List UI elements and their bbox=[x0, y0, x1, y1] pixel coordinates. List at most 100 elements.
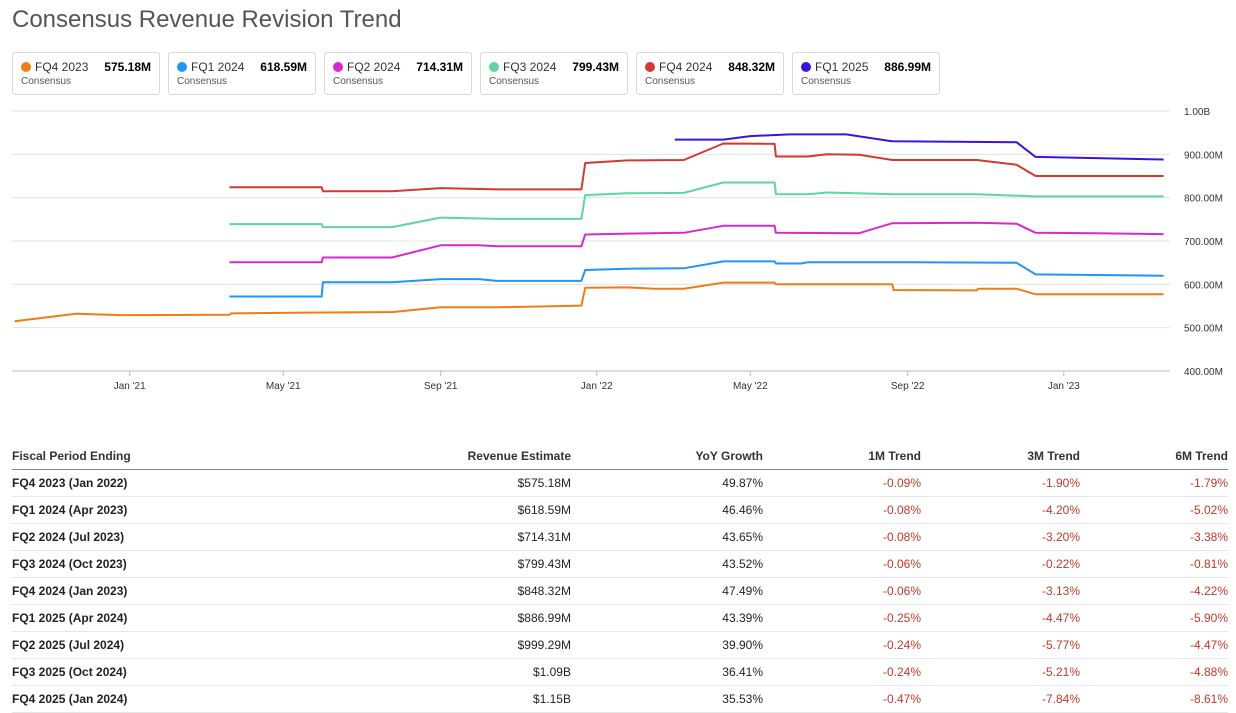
chart-title: Consensus Revenue Revision Trend bbox=[12, 6, 402, 33]
cell-period: FQ4 2024 (Jan 2023) bbox=[12, 584, 128, 598]
card-name: FQ1 2024 bbox=[191, 60, 245, 74]
header-1m-trend[interactable]: 1M Trend bbox=[868, 449, 921, 463]
series-dot-icon bbox=[333, 62, 343, 72]
cell-1m: -0.08% bbox=[882, 530, 921, 544]
cell-3m: -1.90% bbox=[1041, 476, 1080, 490]
cell-estimate: $1.09B bbox=[532, 665, 571, 679]
legend-card-fq2-2024[interactable]: FQ2 2024 714.31M Consensus bbox=[324, 52, 472, 95]
cell-estimate: $999.29M bbox=[517, 638, 571, 652]
card-name: FQ3 2024 bbox=[503, 60, 557, 74]
cell-period: FQ2 2025 (Jul 2024) bbox=[12, 638, 125, 652]
cell-yoy: 47.49% bbox=[722, 584, 763, 598]
y-tick-label: 500.00M bbox=[1184, 324, 1223, 335]
cell-6m: -3.38% bbox=[1189, 530, 1228, 544]
cell-1m: -0.08% bbox=[882, 503, 921, 517]
card-value: 799.43M bbox=[572, 60, 619, 74]
cell-3m: -0.22% bbox=[1041, 557, 1080, 571]
cell-3m: -4.20% bbox=[1041, 503, 1080, 517]
x-tick-label: Sep '21 bbox=[424, 381, 458, 392]
x-tick-label: May '22 bbox=[733, 381, 768, 392]
y-tick-label: 400.00M bbox=[1184, 367, 1223, 378]
cell-yoy: 49.87% bbox=[722, 476, 763, 490]
series-line-fq3-2024 bbox=[229, 181, 1164, 229]
cell-yoy: 39.90% bbox=[722, 638, 763, 652]
table-row: FQ4 2023 (Jan 2022) $575.18M 49.87% -0.0… bbox=[12, 470, 1228, 497]
table-row: FQ2 2025 (Jul 2024) $999.29M 39.90% -0.2… bbox=[12, 632, 1228, 659]
header-fiscal-period[interactable]: Fiscal Period Ending bbox=[12, 449, 131, 463]
cell-estimate: $618.59M bbox=[517, 503, 571, 517]
series-line-fq1-2024 bbox=[229, 260, 1164, 298]
series-dot-icon bbox=[801, 62, 811, 72]
table-row: FQ2 2024 (Jul 2023) $714.31M 43.65% -0.0… bbox=[12, 524, 1228, 551]
cell-yoy: 43.65% bbox=[722, 530, 763, 544]
series-dot-icon bbox=[645, 62, 655, 72]
table-row: FQ3 2025 (Oct 2024) $1.09B 36.41% -0.24%… bbox=[12, 659, 1228, 686]
header-revenue-estimate[interactable]: Revenue Estimate bbox=[467, 449, 571, 463]
cell-estimate: $848.32M bbox=[517, 584, 571, 598]
card-value: 575.18M bbox=[104, 60, 151, 74]
cell-estimate: $575.18M bbox=[517, 476, 571, 490]
card-value: 618.59M bbox=[260, 60, 307, 74]
cell-1m: -0.24% bbox=[882, 638, 921, 652]
y-tick-label: 600.00M bbox=[1184, 280, 1223, 291]
cell-period: FQ3 2025 (Oct 2024) bbox=[12, 665, 127, 679]
series-line-fq1-2025 bbox=[674, 133, 1164, 161]
series-line-fq4-2023 bbox=[14, 281, 1164, 323]
x-tick-label: Sep '22 bbox=[891, 381, 925, 392]
series-dot-icon bbox=[177, 62, 187, 72]
card-sub: Consensus bbox=[177, 76, 228, 87]
cell-6m: -5.90% bbox=[1189, 611, 1228, 625]
card-value: 714.31M bbox=[416, 60, 463, 74]
x-tick-label: May '21 bbox=[266, 381, 301, 392]
cell-estimate: $1.15B bbox=[532, 692, 571, 706]
table-row: FQ4 2024 (Jan 2023) $848.32M 47.49% -0.0… bbox=[12, 578, 1228, 605]
cell-1m: -0.06% bbox=[882, 584, 921, 598]
legend-card-fq1-2025[interactable]: FQ1 2025 886.99M Consensus bbox=[792, 52, 940, 95]
y-tick-label: 800.00M bbox=[1184, 194, 1223, 205]
card-sub: Consensus bbox=[489, 76, 540, 87]
cell-period: FQ2 2024 (Jul 2023) bbox=[12, 530, 125, 544]
y-tick-label: 900.00M bbox=[1184, 150, 1223, 161]
header-yoy-growth[interactable]: YoY Growth bbox=[695, 449, 763, 463]
legend-cards: FQ4 2023 575.18M Consensus FQ1 2024 618.59… bbox=[12, 52, 940, 95]
cell-3m: -5.77% bbox=[1041, 638, 1080, 652]
card-sub: Consensus bbox=[21, 76, 72, 87]
cell-6m: -4.47% bbox=[1189, 638, 1228, 652]
card-value: 848.32M bbox=[728, 60, 775, 74]
cell-3m: -3.13% bbox=[1041, 584, 1080, 598]
x-tick-label: Jan '22 bbox=[581, 381, 613, 392]
card-name: FQ1 2025 bbox=[815, 60, 869, 74]
series-dot-icon bbox=[489, 62, 499, 72]
series-line-fq2-2024 bbox=[229, 221, 1164, 264]
legend-card-fq4-2023[interactable]: FQ4 2023 575.18M Consensus bbox=[12, 52, 160, 95]
cell-3m: -5.21% bbox=[1041, 665, 1080, 679]
cell-6m: -4.22% bbox=[1189, 584, 1228, 598]
legend-card-fq3-2024[interactable]: FQ3 2024 799.43M Consensus bbox=[480, 52, 628, 95]
cell-estimate: $714.31M bbox=[517, 530, 571, 544]
card-sub: Consensus bbox=[333, 76, 384, 87]
legend-card-fq4-2024[interactable]: FQ4 2024 848.32M Consensus bbox=[636, 52, 784, 95]
cell-period: FQ3 2024 (Oct 2023) bbox=[12, 557, 127, 571]
card-sub: Consensus bbox=[645, 76, 696, 87]
cell-1m: -0.24% bbox=[882, 665, 921, 679]
cell-period: FQ4 2025 (Jan 2024) bbox=[12, 692, 128, 706]
table-row: FQ3 2024 (Oct 2023) $799.43M 43.52% -0.0… bbox=[12, 551, 1228, 578]
x-tick-label: Jan '23 bbox=[1048, 381, 1080, 392]
cell-yoy: 35.53% bbox=[722, 692, 763, 706]
cell-yoy: 43.39% bbox=[722, 611, 763, 625]
cell-1m: -0.47% bbox=[882, 692, 921, 706]
legend-card-fq1-2024[interactable]: FQ1 2024 618.59M Consensus bbox=[168, 52, 316, 95]
x-tick-label: Jan '21 bbox=[114, 381, 146, 392]
revision-line-chart: 1.00B 900.00M 800.00M 700.00M 600.00M 500.00M… bbox=[12, 107, 1223, 392]
cell-6m: -0.81% bbox=[1189, 557, 1228, 571]
y-tick-label: 700.00M bbox=[1184, 237, 1223, 248]
y-tick-label: 1.00B bbox=[1184, 107, 1210, 118]
cell-period: FQ4 2023 (Jan 2022) bbox=[12, 476, 128, 490]
table-row: FQ1 2025 (Apr 2024) $886.99M 43.39% -0.2… bbox=[12, 605, 1228, 632]
card-name: FQ4 2023 bbox=[35, 60, 89, 74]
header-3m-trend[interactable]: 3M Trend bbox=[1027, 449, 1080, 463]
card-name: FQ2 2024 bbox=[347, 60, 401, 74]
cell-yoy: 46.46% bbox=[722, 503, 763, 517]
card-sub: Consensus bbox=[801, 76, 852, 87]
header-6m-trend[interactable]: 6M Trend bbox=[1175, 449, 1228, 463]
